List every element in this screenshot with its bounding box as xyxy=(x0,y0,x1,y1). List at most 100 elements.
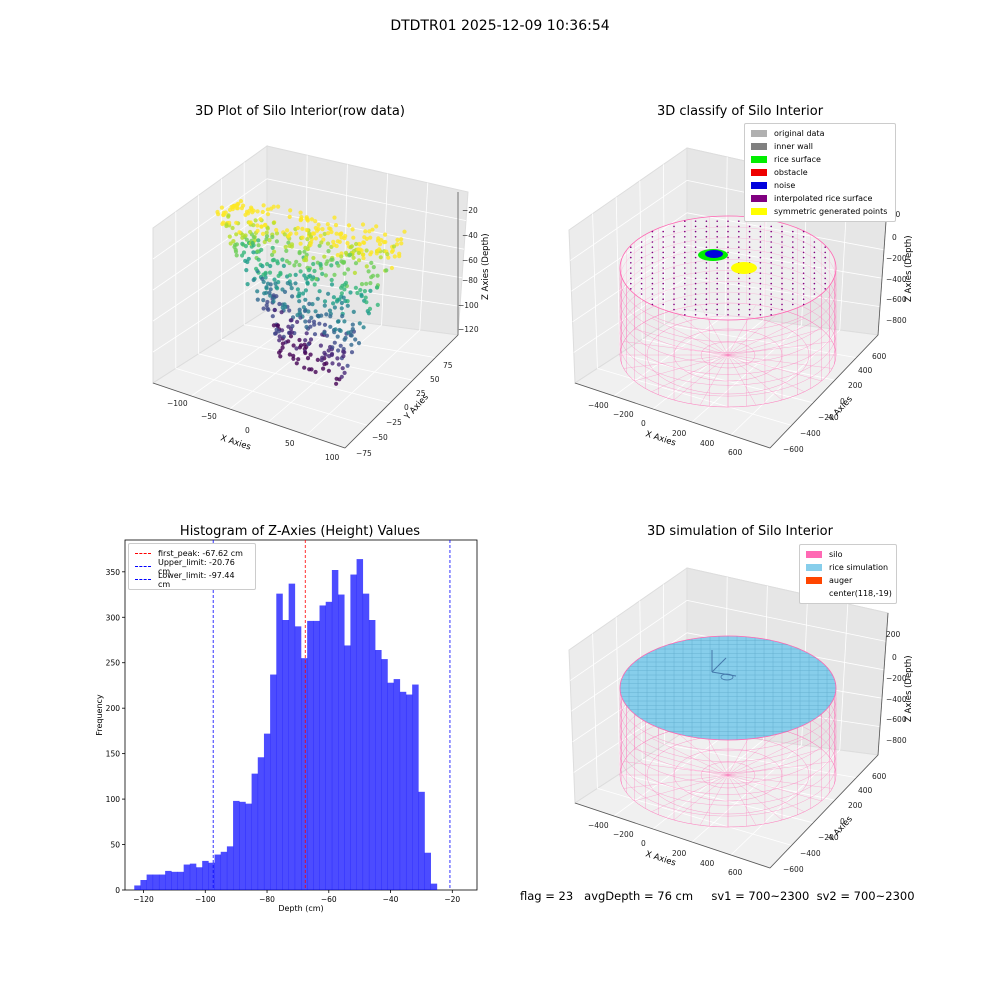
raw-point xyxy=(247,220,252,225)
grid-line xyxy=(597,788,792,846)
interpolated-point xyxy=(792,272,794,275)
raw-point xyxy=(260,231,266,236)
simulation-axes-box xyxy=(568,567,889,869)
raw-point xyxy=(287,233,292,238)
interpolated-point xyxy=(727,225,729,228)
silo-floor-spoke xyxy=(727,774,805,812)
raw-point xyxy=(231,239,236,244)
interpolated-point xyxy=(630,277,632,280)
y-tick-label: 0 xyxy=(115,886,120,895)
interpolated-point xyxy=(705,293,708,295)
classify-interpolated-surface xyxy=(630,220,826,316)
raw-point xyxy=(355,290,360,296)
histogram-bar xyxy=(171,871,178,890)
histogram-bars xyxy=(134,559,438,890)
interpolated-point xyxy=(781,225,783,228)
interpolated-point xyxy=(662,288,664,290)
histogram-xlabel: Depth (cm) xyxy=(278,904,323,913)
grid-line xyxy=(572,244,688,323)
x-tick-label: −100 xyxy=(195,895,216,904)
raw-point xyxy=(352,270,357,275)
raw-point xyxy=(243,244,248,249)
raw-point xyxy=(402,229,407,234)
grid-line xyxy=(619,353,814,404)
raw-point xyxy=(370,273,376,278)
interpolated-point xyxy=(738,256,740,259)
interpolated-point xyxy=(802,303,805,306)
interpolated-point xyxy=(759,293,762,295)
y-tick-label: 100 xyxy=(106,795,121,804)
raw-point xyxy=(341,260,346,265)
raw-point xyxy=(317,289,322,294)
raw-point xyxy=(364,281,369,286)
raw-ytick: 50 xyxy=(430,375,440,384)
interpolated-point xyxy=(770,267,772,269)
interpolated-point xyxy=(792,267,794,269)
histogram-bar xyxy=(381,659,388,890)
silo-floor-spoke xyxy=(673,354,729,401)
raw-point xyxy=(353,337,358,342)
raw-point xyxy=(308,324,313,329)
grid-line xyxy=(664,324,857,358)
silo-floor-spoke xyxy=(727,354,757,406)
grid-line xyxy=(615,617,621,774)
raw-point xyxy=(331,301,336,306)
histogram-bar xyxy=(196,867,203,890)
raw-point xyxy=(274,231,280,236)
raw-point xyxy=(280,257,285,262)
raw-ztick: −60 xyxy=(462,256,478,265)
silo-floor-spoke xyxy=(673,774,729,821)
interpolated-point xyxy=(792,246,794,248)
raw-point xyxy=(299,217,304,222)
raw-point xyxy=(307,273,313,278)
interpolated-point xyxy=(662,236,664,238)
raw-point xyxy=(397,251,402,256)
interpolated-point xyxy=(684,303,686,306)
raw-point xyxy=(237,230,242,235)
interpolated-point xyxy=(705,262,708,264)
silo-floor-spoke xyxy=(727,774,757,826)
raw-point xyxy=(312,322,317,327)
raw-point xyxy=(359,292,364,297)
interpolated-point xyxy=(738,293,740,295)
raw-ztick: −80 xyxy=(462,276,478,285)
interpolated-point xyxy=(781,262,783,264)
simulation-3d-plot: −400 −200 0 200 400 600 −600 −400 −200 0… xyxy=(568,567,914,877)
grid-line xyxy=(686,277,881,307)
interpolated-point xyxy=(651,288,654,290)
interpolated-point xyxy=(738,225,740,228)
raw-ztick: −120 xyxy=(458,325,479,334)
raw-point xyxy=(337,232,342,237)
raw-point xyxy=(343,233,348,239)
histogram-bar xyxy=(177,871,184,890)
interpolated-point xyxy=(684,314,686,316)
interpolated-point xyxy=(813,241,816,243)
interpolated-point xyxy=(630,256,632,259)
raw-point xyxy=(221,210,226,215)
raw-point xyxy=(276,273,281,278)
simulation-ztick: −400 xyxy=(886,695,907,704)
raw-point xyxy=(290,324,295,329)
legend-item: noise xyxy=(751,179,889,192)
legend-label: inner wall xyxy=(774,142,814,151)
classify-xtick: −200 xyxy=(613,410,634,419)
interpolated-point xyxy=(759,225,762,228)
raw-point xyxy=(322,299,328,304)
interpolated-point xyxy=(813,246,816,248)
interpolated-point xyxy=(802,293,805,295)
interpolated-point xyxy=(684,241,686,243)
raw-point xyxy=(332,215,337,220)
histogram-y-ticks: 0 50 100 150 200 250 300 350 xyxy=(106,568,125,895)
interpolated-point xyxy=(694,272,697,275)
raw-point xyxy=(312,332,318,337)
raw-point xyxy=(255,249,260,254)
interpolated-point xyxy=(705,272,708,275)
raw-point xyxy=(354,241,359,247)
raw-point xyxy=(342,370,347,375)
interpolated-point xyxy=(684,272,686,275)
interpolated-point xyxy=(759,314,762,316)
interpolated-point xyxy=(673,262,675,264)
raw-point xyxy=(341,295,346,300)
raw-point xyxy=(289,286,294,291)
raw-point xyxy=(277,338,282,343)
